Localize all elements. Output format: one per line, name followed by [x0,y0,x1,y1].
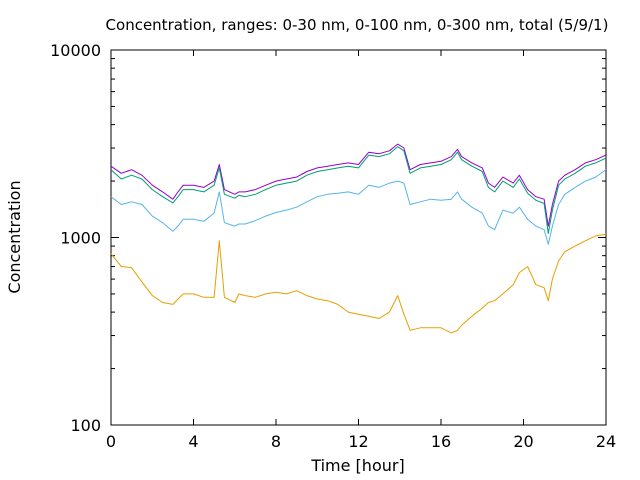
x-tick-label: 16 [431,432,451,451]
x-tick-label: 8 [271,432,281,451]
series-line-4 [110,233,607,334]
y-tick-label: 10000 [50,41,101,60]
x-tick-label: 12 [348,432,368,451]
series-line-3 [110,169,607,245]
series-line-2 [110,146,607,234]
series-layer [110,143,607,334]
series-line-1 [110,143,607,227]
x-axis-ticks: 0 4 8 12 16 20 24 [106,50,616,451]
x-axis-label: Time [hour] [310,456,404,475]
x-tick-label: 0 [106,432,116,451]
y-tick-label: 1000 [60,229,101,248]
x-tick-label: 4 [188,432,198,451]
y-tick-label: 100 [70,416,101,435]
y-axis-label: Concentration [5,180,24,293]
chart-title: Concentration, ranges: 0-30 nm, 0-100 nm… [106,16,609,34]
y-axis-ticks: 100 1000 10000 [50,41,606,435]
plot-frame [110,49,607,426]
x-tick-label: 20 [513,432,533,451]
x-tick-label: 24 [596,432,616,451]
